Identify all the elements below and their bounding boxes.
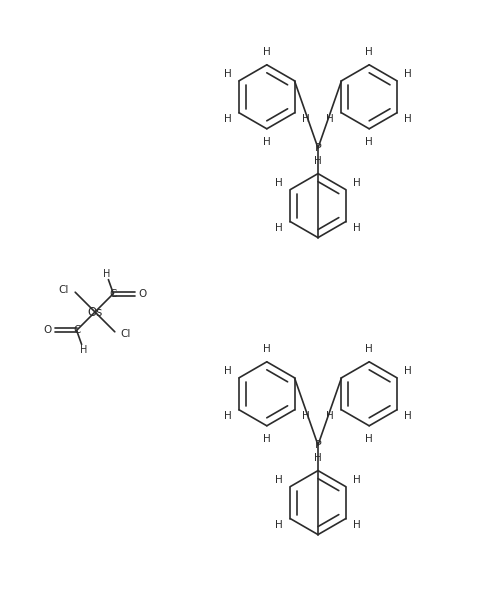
Text: H: H — [365, 137, 373, 147]
Text: P: P — [314, 440, 322, 450]
Text: H: H — [263, 47, 271, 57]
Text: H: H — [275, 520, 283, 530]
Text: H: H — [263, 434, 271, 444]
Text: H: H — [404, 114, 412, 124]
Text: H: H — [326, 411, 334, 421]
Text: H: H — [314, 453, 322, 463]
Text: H: H — [302, 411, 310, 421]
Text: H: H — [353, 475, 361, 485]
Text: Os: Os — [87, 305, 103, 318]
Text: H: H — [353, 223, 361, 233]
Text: H: H — [365, 344, 373, 354]
Text: Cl: Cl — [59, 285, 69, 295]
Text: P: P — [314, 143, 322, 153]
Text: H: H — [103, 268, 110, 279]
Text: C: C — [73, 326, 80, 336]
Text: H: H — [353, 520, 361, 530]
Text: H: H — [404, 69, 412, 80]
Text: H: H — [224, 411, 232, 421]
Text: H: H — [275, 475, 283, 485]
Text: H: H — [353, 178, 361, 188]
Text: C: C — [110, 289, 117, 299]
Text: H: H — [80, 345, 87, 355]
Text: O: O — [138, 289, 146, 299]
Text: H: H — [263, 137, 271, 147]
Text: H: H — [263, 344, 271, 354]
Text: H: H — [314, 156, 322, 166]
Text: Cl: Cl — [121, 329, 131, 339]
Text: H: H — [224, 69, 232, 80]
Text: H: H — [302, 114, 310, 124]
Text: H: H — [275, 223, 283, 233]
Text: H: H — [404, 366, 412, 377]
Text: H: H — [224, 114, 232, 124]
Text: H: H — [275, 178, 283, 188]
Text: H: H — [224, 366, 232, 377]
Text: H: H — [404, 411, 412, 421]
Text: H: H — [365, 434, 373, 444]
Text: H: H — [365, 47, 373, 57]
Text: O: O — [44, 326, 52, 336]
Text: H: H — [326, 114, 334, 124]
